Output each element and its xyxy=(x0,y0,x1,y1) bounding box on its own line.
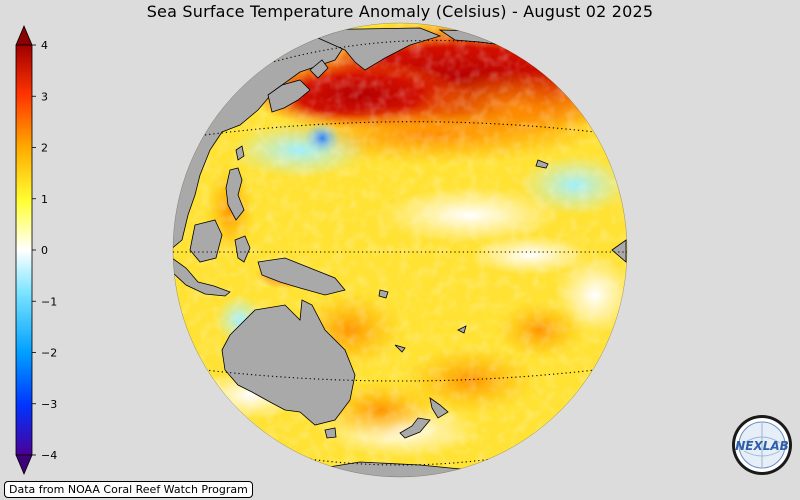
colorbar-tick-label: −1 xyxy=(41,295,57,308)
nexlab-logo: NEXLAB xyxy=(732,415,792,475)
new-zealand-landmass xyxy=(429,397,449,419)
colorbar: 4 3 2 1 0 −1 −2 −3 −4 xyxy=(15,24,57,476)
globe-outline xyxy=(172,22,628,478)
colorbar-tick-label: 1 xyxy=(41,193,48,206)
graticule xyxy=(173,39,627,466)
colorbar-tick-label: 2 xyxy=(41,142,48,155)
colorbar-tick-label: 0 xyxy=(41,244,48,257)
sst-anomaly-field xyxy=(173,23,627,477)
philippines-landmass xyxy=(225,167,245,221)
siberia-landmass xyxy=(299,27,442,71)
japan-landmass xyxy=(267,79,311,113)
new-guinea-landmass xyxy=(257,257,346,296)
map-title: Sea Surface Temperature Anomaly (Celsius… xyxy=(146,2,654,21)
colorbar-tick-label: 3 xyxy=(41,90,48,103)
data-source-label: Data from NOAA Coral Reef Watch Program xyxy=(4,481,253,498)
colorbar-tick-label: −4 xyxy=(41,449,57,462)
logo-text: NEXLAB xyxy=(735,439,789,453)
colorbar-tick-label: 4 xyxy=(41,39,48,52)
colorbar-tick-label: −3 xyxy=(41,398,57,411)
australia-landmass xyxy=(221,299,356,426)
borneo-landmass xyxy=(189,219,223,263)
colorbar-bottom-extension xyxy=(15,454,33,476)
colorbar-tick-label: −2 xyxy=(41,347,57,360)
